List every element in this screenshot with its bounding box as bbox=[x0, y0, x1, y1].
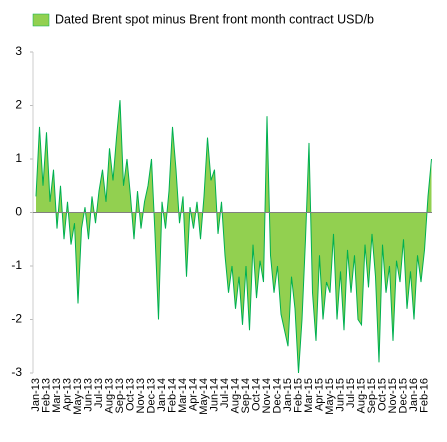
y-tick-label: 1 bbox=[15, 151, 22, 165]
x-tick-label: Dec-13 bbox=[145, 378, 157, 413]
x-tick-label: Jun-13 bbox=[82, 378, 94, 412]
x-tick-label: Mar-13 bbox=[51, 378, 63, 413]
x-tick-label: Sep-13 bbox=[114, 378, 126, 413]
y-tick-label: 0 bbox=[15, 205, 22, 219]
x-tick-label: Aug-14 bbox=[229, 378, 241, 413]
x-tick-label: Feb-16 bbox=[418, 378, 430, 413]
x-tick-label: Apr-13 bbox=[61, 378, 73, 411]
x-tick-label: Nov-15 bbox=[387, 378, 399, 413]
x-tick-label: Oct-15 bbox=[376, 378, 388, 411]
x-tick-label: Oct-13 bbox=[124, 378, 136, 411]
line bbox=[35, 100, 432, 374]
x-tick-label: Apr-14 bbox=[187, 378, 199, 411]
legend-swatch bbox=[32, 13, 50, 27]
x-tick-label: Dec-15 bbox=[397, 378, 409, 413]
x-tick-label: May-15 bbox=[324, 378, 336, 415]
x-tick-label: Nov-14 bbox=[261, 378, 273, 413]
x-tick-label: Sep-14 bbox=[240, 378, 252, 413]
x-tick-label: Aug-15 bbox=[355, 378, 367, 413]
legend-label: Dated Brent spot minus Brent front month… bbox=[55, 12, 374, 26]
x-tick-label: Feb-15 bbox=[292, 378, 304, 413]
area bbox=[36, 100, 432, 374]
x-tick-label: Mar-15 bbox=[303, 378, 315, 413]
y-tick-label: 2 bbox=[15, 98, 22, 112]
y-tick-label: -2 bbox=[11, 312, 22, 326]
x-tick-label: Jan-13 bbox=[30, 378, 42, 412]
x-tick-label: Apr-15 bbox=[313, 378, 325, 411]
x-tick-label: Sep-15 bbox=[366, 378, 378, 413]
y-tick-label: 3 bbox=[15, 44, 22, 58]
x-tick-label: May-14 bbox=[198, 378, 210, 415]
x-tick-label: Oct-14 bbox=[250, 378, 262, 411]
x-tick-label: Nov-13 bbox=[135, 378, 147, 413]
x-tick-label: Feb-13 bbox=[40, 378, 52, 413]
x-tick-label: Jan-15 bbox=[282, 378, 294, 412]
x-tick-label: Dec-14 bbox=[271, 378, 283, 413]
x-tick-label: Mar-14 bbox=[177, 378, 189, 413]
x-tick-label: Feb-14 bbox=[166, 378, 178, 413]
x-tick-label: May-13 bbox=[72, 378, 84, 415]
x-tick-label: Jan-14 bbox=[156, 378, 168, 412]
x-tick-label: Jul-14 bbox=[219, 378, 231, 408]
y-tick-label: -3 bbox=[11, 365, 22, 379]
x-tick-label: Jun-14 bbox=[208, 378, 220, 412]
x-tick-label: Jun-15 bbox=[334, 378, 346, 412]
x-tick-label: Jul-15 bbox=[345, 378, 357, 408]
y-tick-label: -1 bbox=[11, 258, 22, 272]
x-tick-label: Aug-13 bbox=[103, 378, 115, 413]
x-tick-label: Jul-13 bbox=[93, 378, 105, 408]
x-tick-label: Jan-16 bbox=[408, 378, 420, 412]
